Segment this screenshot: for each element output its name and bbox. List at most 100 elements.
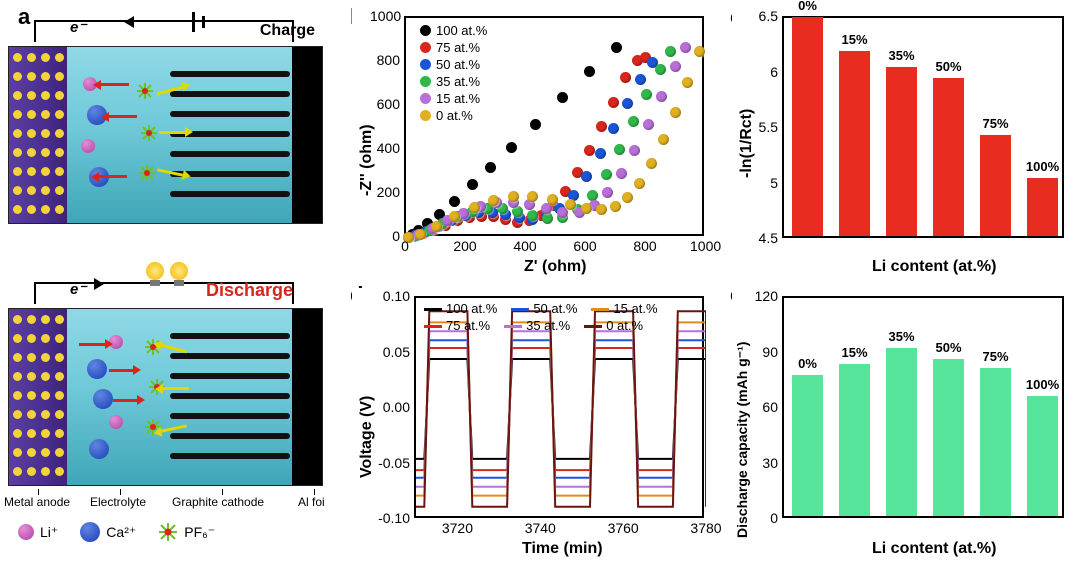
voltage-trace bbox=[416, 359, 706, 459]
bar bbox=[839, 364, 871, 516]
discharge-text: Discharge bbox=[206, 280, 293, 301]
bar bbox=[933, 359, 965, 516]
ytick: -0.05 bbox=[370, 455, 410, 471]
bar bbox=[980, 368, 1012, 516]
bar bbox=[839, 51, 871, 236]
xtick: 400 bbox=[510, 238, 540, 254]
xtick: 600 bbox=[570, 238, 600, 254]
nyquist-point bbox=[634, 178, 645, 189]
nyquist-point bbox=[608, 123, 619, 134]
label-cathode: Graphite cathode bbox=[172, 495, 264, 509]
bar-label: 50% bbox=[925, 340, 972, 355]
legend-item: 35 at.% bbox=[420, 73, 487, 90]
nyquist-point bbox=[527, 191, 538, 202]
nyquist-point bbox=[547, 194, 558, 205]
legend-item: 35 at.% bbox=[504, 317, 570, 334]
legend-item: 0 at.% bbox=[420, 107, 487, 124]
ytick: 0 bbox=[370, 228, 400, 244]
nyquist-point bbox=[431, 221, 442, 232]
xtick: 3780 bbox=[686, 520, 726, 536]
nyquist-point bbox=[646, 158, 657, 169]
nyquist-point bbox=[584, 145, 595, 156]
anode bbox=[9, 309, 67, 485]
electron-label-discharge: e⁻ bbox=[70, 280, 86, 302]
legend-item: 50 at.% bbox=[511, 300, 577, 317]
nyquist-point bbox=[596, 121, 607, 132]
xlabel-c: Li content (at.%) bbox=[872, 258, 996, 276]
ytick: 0.05 bbox=[370, 344, 410, 360]
nyquist-point bbox=[581, 171, 592, 182]
nyquist-point bbox=[506, 142, 517, 153]
bar bbox=[1027, 396, 1059, 516]
xtick: 1000 bbox=[690, 238, 720, 254]
nyquist-point bbox=[616, 168, 627, 179]
legend-item: 75 at.% bbox=[420, 39, 487, 56]
ytick: 60 bbox=[746, 399, 778, 415]
schematic-discharge: e⁻ Discharge bbox=[8, 282, 323, 487]
xtick: 3740 bbox=[520, 520, 560, 536]
graphite-cathode bbox=[170, 327, 290, 467]
ytick: 4.5 bbox=[746, 230, 778, 246]
label-electrolyte: Electrolyte bbox=[90, 495, 146, 509]
bar bbox=[886, 67, 918, 236]
ytick: 6.5 bbox=[746, 8, 778, 24]
panel-b-nyquist: -Z'' (ohm) Z' (ohm) 100 at.%75 at.%50 at… bbox=[352, 8, 712, 278]
panel-d-voltage: Voltage (V) Time (min) 100 at.%50 at.%15… bbox=[352, 288, 712, 560]
ytick: 200 bbox=[370, 184, 400, 200]
nyquist-point bbox=[608, 97, 619, 108]
nyquist-point bbox=[485, 162, 496, 173]
bar-label: 0% bbox=[784, 356, 831, 371]
legend-item: 100 at.% bbox=[420, 22, 487, 39]
nyquist-point bbox=[658, 134, 669, 145]
nyquist-point bbox=[557, 92, 568, 103]
bar-label: 0% bbox=[784, 0, 831, 13]
bar-label: 100% bbox=[1019, 377, 1066, 392]
bulb-icon bbox=[170, 262, 188, 284]
legend-li: Li⁺ bbox=[18, 524, 58, 541]
nyquist-point bbox=[508, 191, 519, 202]
legend-item: 100 at.% bbox=[424, 300, 497, 317]
nyquist-point bbox=[635, 74, 646, 85]
nyquist-point bbox=[614, 144, 625, 155]
xlabel-b: Z' (ohm) bbox=[524, 258, 586, 276]
ion-legend: Li⁺ Ca²⁺ PF₆⁻ bbox=[18, 522, 215, 542]
legend-item: 0 at.% bbox=[584, 317, 643, 334]
nyquist-point bbox=[601, 169, 612, 180]
nyquist-point bbox=[680, 42, 691, 53]
legend-item: 75 at.% bbox=[424, 317, 490, 334]
nyquist-point bbox=[596, 204, 607, 215]
nyquist-point bbox=[584, 66, 595, 77]
ytick: 5 bbox=[746, 175, 778, 191]
panel-e-bar: Discharge capacity (mAh g⁻¹) Li content … bbox=[732, 288, 1072, 560]
legend-ca: Ca²⁺ bbox=[80, 522, 136, 542]
nyquist-point bbox=[643, 119, 654, 130]
bar bbox=[792, 17, 824, 236]
bulb-icon bbox=[146, 262, 164, 284]
nyquist-point bbox=[595, 148, 606, 159]
bar bbox=[792, 375, 824, 516]
al-foil bbox=[292, 309, 322, 485]
bar bbox=[933, 78, 965, 236]
ytick: 6 bbox=[746, 64, 778, 80]
nyquist-point bbox=[527, 210, 538, 221]
bar bbox=[1027, 178, 1059, 236]
xtick: 800 bbox=[630, 238, 660, 254]
cell-discharge bbox=[8, 308, 323, 486]
bar-label: 75% bbox=[972, 116, 1019, 131]
bar-label: 50% bbox=[925, 59, 972, 74]
bar-label: 35% bbox=[878, 329, 925, 344]
ytick: 1000 bbox=[370, 8, 400, 24]
nyquist-point bbox=[581, 203, 592, 214]
nyquist-point bbox=[670, 107, 681, 118]
nyquist-point bbox=[622, 98, 633, 109]
anode bbox=[9, 47, 67, 223]
ytick: -0.10 bbox=[370, 510, 410, 526]
nyquist-point bbox=[620, 72, 631, 83]
ytick: 600 bbox=[370, 96, 400, 112]
nyquist-point bbox=[602, 187, 613, 198]
label-anode: Metal anode bbox=[4, 495, 70, 509]
xlabel-e: Li content (at.%) bbox=[872, 540, 996, 558]
ytick: 800 bbox=[370, 52, 400, 68]
ytick: 30 bbox=[746, 455, 778, 471]
ytick: 400 bbox=[370, 140, 400, 156]
